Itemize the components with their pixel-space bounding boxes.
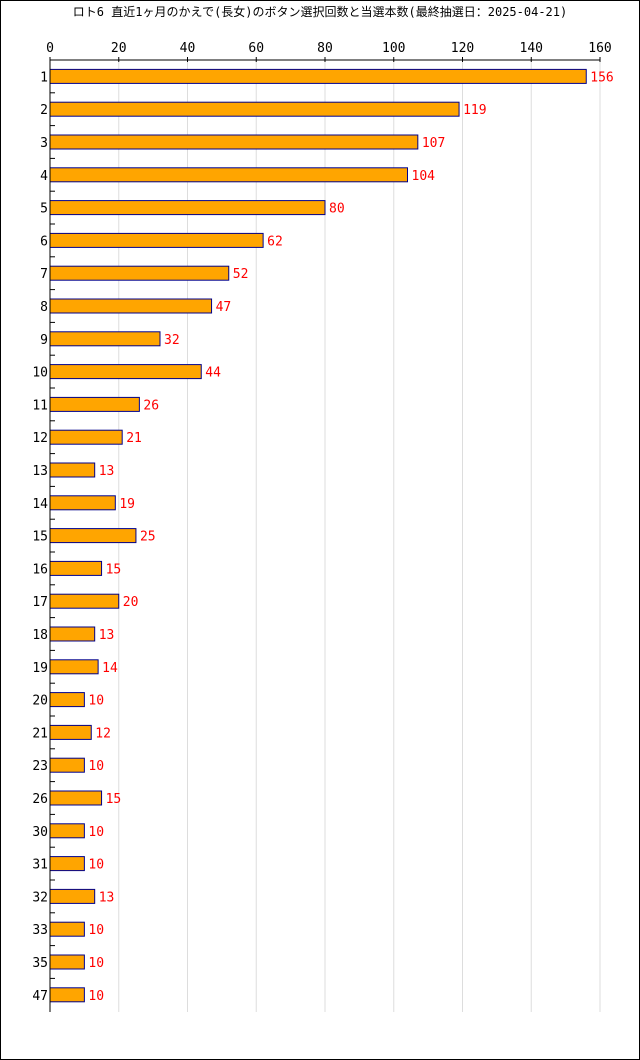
value-label: 10 [88, 694, 104, 709]
x-tick-label: 160 [588, 41, 611, 56]
category-label: 47 [32, 989, 48, 1004]
bar [49, 987, 85, 1003]
x-tick-label: 60 [248, 41, 264, 56]
category-label: 5 [40, 202, 48, 217]
value-label: 13 [99, 464, 115, 479]
category-label: 4 [40, 169, 48, 184]
bar [49, 495, 116, 511]
bar [49, 232, 264, 248]
category-label: 32 [32, 890, 48, 905]
value-label: 13 [99, 628, 115, 643]
category-label: 1 [40, 70, 48, 85]
category-label: 6 [40, 234, 48, 249]
category-label: 7 [40, 267, 48, 282]
bar [49, 560, 103, 576]
bar [49, 921, 85, 937]
value-label: 19 [119, 497, 135, 512]
value-label: 10 [88, 923, 104, 938]
x-tick-label: 120 [451, 41, 474, 56]
category-label: 35 [32, 956, 48, 971]
category-label: 30 [32, 825, 48, 840]
category-label: 15 [32, 530, 48, 545]
bar [49, 462, 96, 478]
bar [49, 790, 103, 806]
value-label: 107 [422, 136, 445, 151]
value-label: 10 [88, 858, 104, 873]
bar [49, 757, 85, 773]
category-label: 26 [32, 792, 48, 807]
bar [49, 659, 99, 675]
category-label: 16 [32, 562, 48, 577]
value-label: 21 [126, 431, 142, 446]
value-label: 10 [88, 759, 104, 774]
value-label: 44 [205, 366, 221, 381]
value-label: 14 [102, 661, 118, 676]
bar [49, 331, 161, 347]
bar [49, 528, 137, 544]
x-tick-label: 0 [46, 41, 54, 56]
category-label: 13 [32, 464, 48, 479]
value-label: 80 [329, 202, 345, 217]
x-tick-label: 100 [382, 41, 405, 56]
category-label: 20 [32, 694, 48, 709]
bar [49, 396, 140, 412]
x-tick-label: 80 [317, 41, 333, 56]
category-label: 14 [32, 497, 48, 512]
bar [49, 823, 85, 839]
category-label: 19 [32, 661, 48, 676]
bar [49, 692, 85, 708]
bar [49, 200, 326, 216]
bar [49, 429, 123, 445]
category-label: 23 [32, 759, 48, 774]
bar [49, 265, 230, 281]
value-label: 47 [216, 300, 232, 315]
value-label: 10 [88, 825, 104, 840]
value-label: 104 [412, 169, 436, 184]
bar [49, 888, 96, 904]
value-label: 20 [123, 595, 139, 610]
bar [49, 134, 419, 150]
value-label: 52 [233, 267, 249, 282]
value-label: 15 [106, 562, 122, 577]
value-label: 10 [88, 989, 104, 1004]
category-label: 21 [32, 726, 48, 741]
category-label: 2 [40, 103, 48, 118]
category-label: 8 [40, 300, 48, 315]
category-label: 18 [32, 628, 48, 643]
value-label: 13 [99, 890, 115, 905]
chart-title: ロト6 直近1ヶ月のかえで(長女)のボタン選択回数と当選本数(最終抽選日：202… [72, 5, 568, 19]
bar [49, 724, 92, 740]
bar [49, 167, 408, 183]
value-label: 156 [590, 70, 613, 85]
category-label: 12 [32, 431, 48, 446]
bar [49, 954, 85, 970]
bar [49, 298, 213, 314]
x-tick-label: 140 [520, 41, 543, 56]
category-label: 33 [32, 923, 48, 938]
value-label: 119 [463, 103, 486, 118]
bar [49, 68, 587, 84]
value-label: 10 [88, 956, 104, 971]
category-label: 11 [32, 398, 48, 413]
value-label: 62 [267, 234, 283, 249]
category-label: 10 [32, 366, 48, 381]
x-tick-label: 40 [180, 41, 196, 56]
bar [49, 626, 96, 642]
value-label: 25 [140, 530, 156, 545]
bar [49, 593, 120, 609]
category-label: 9 [40, 333, 48, 348]
bar [49, 856, 85, 872]
value-label: 15 [106, 792, 122, 807]
category-label: 31 [32, 858, 48, 873]
category-label: 3 [40, 136, 48, 151]
value-label: 12 [95, 726, 111, 741]
bar [49, 101, 460, 117]
x-tick-label: 20 [111, 41, 127, 56]
bar [49, 364, 202, 380]
category-label: 17 [32, 595, 48, 610]
value-label: 26 [143, 398, 159, 413]
value-label: 32 [164, 333, 180, 348]
